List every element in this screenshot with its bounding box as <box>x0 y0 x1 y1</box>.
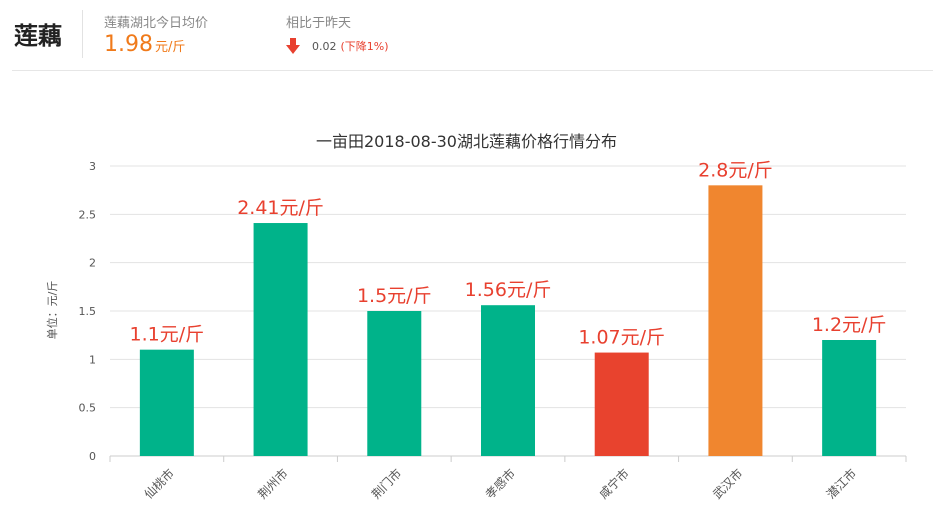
data-label: 2.41元/斤 <box>237 197 324 219</box>
x-tick-label: 潜江市 <box>823 466 859 502</box>
y-tick-label: 0.5 <box>79 402 97 415</box>
x-tick-label: 荆州市 <box>255 466 291 502</box>
avg-price-value: 1.98 <box>104 32 153 57</box>
change-percent: (下降1%) <box>340 40 389 53</box>
avg-price-unit: 元/斤 <box>154 40 186 55</box>
x-tick-label: 仙桃市 <box>141 466 177 502</box>
product-name: 莲藕 <box>14 22 62 50</box>
bar <box>253 223 308 456</box>
chart-title: 一亩田2018-08-30湖北莲藕价格行情分布 <box>316 132 617 151</box>
y-tick-label: 2.5 <box>79 208 97 221</box>
bar <box>708 185 763 457</box>
header-rule <box>12 70 933 71</box>
x-tick-label: 荆门市 <box>368 466 404 502</box>
compare-label: 相比于昨天 <box>286 16 352 31</box>
price-header: 莲藕 莲藕湖北今日均价 1.98 元/斤 相比于昨天 0.02 (下降1%) <box>0 0 933 70</box>
y-tick-label: 2 <box>89 257 96 270</box>
y-tick-label: 1 <box>89 353 96 366</box>
bar <box>822 340 877 456</box>
bar <box>139 349 194 456</box>
arrow-down-icon <box>286 38 300 54</box>
x-tick-label: 孝感市 <box>482 466 518 502</box>
x-tick-label: 武汉市 <box>709 466 745 502</box>
avg-price-label: 莲藕湖北今日均价 <box>104 16 209 31</box>
change-value: 0.02 <box>312 39 337 53</box>
change-indicator: 0.02 (下降1%) <box>286 38 389 54</box>
data-label: 1.1元/斤 <box>130 324 205 346</box>
data-label: 1.5元/斤 <box>357 285 432 307</box>
avg-price: 1.98 元/斤 <box>104 32 185 57</box>
header-divider <box>82 10 83 58</box>
y-tick-label: 0 <box>89 450 96 463</box>
bar <box>367 311 422 456</box>
y-tick-label: 1.5 <box>79 305 97 318</box>
data-label: 2.8元/斤 <box>698 159 773 181</box>
data-label: 1.56元/斤 <box>465 279 552 301</box>
data-label: 1.07元/斤 <box>578 327 665 349</box>
y-tick-label: 3 <box>89 160 96 173</box>
bar <box>481 305 535 456</box>
x-tick-label: 咸宁市 <box>596 466 632 502</box>
data-label: 1.2元/斤 <box>812 314 887 336</box>
bar <box>594 352 649 456</box>
